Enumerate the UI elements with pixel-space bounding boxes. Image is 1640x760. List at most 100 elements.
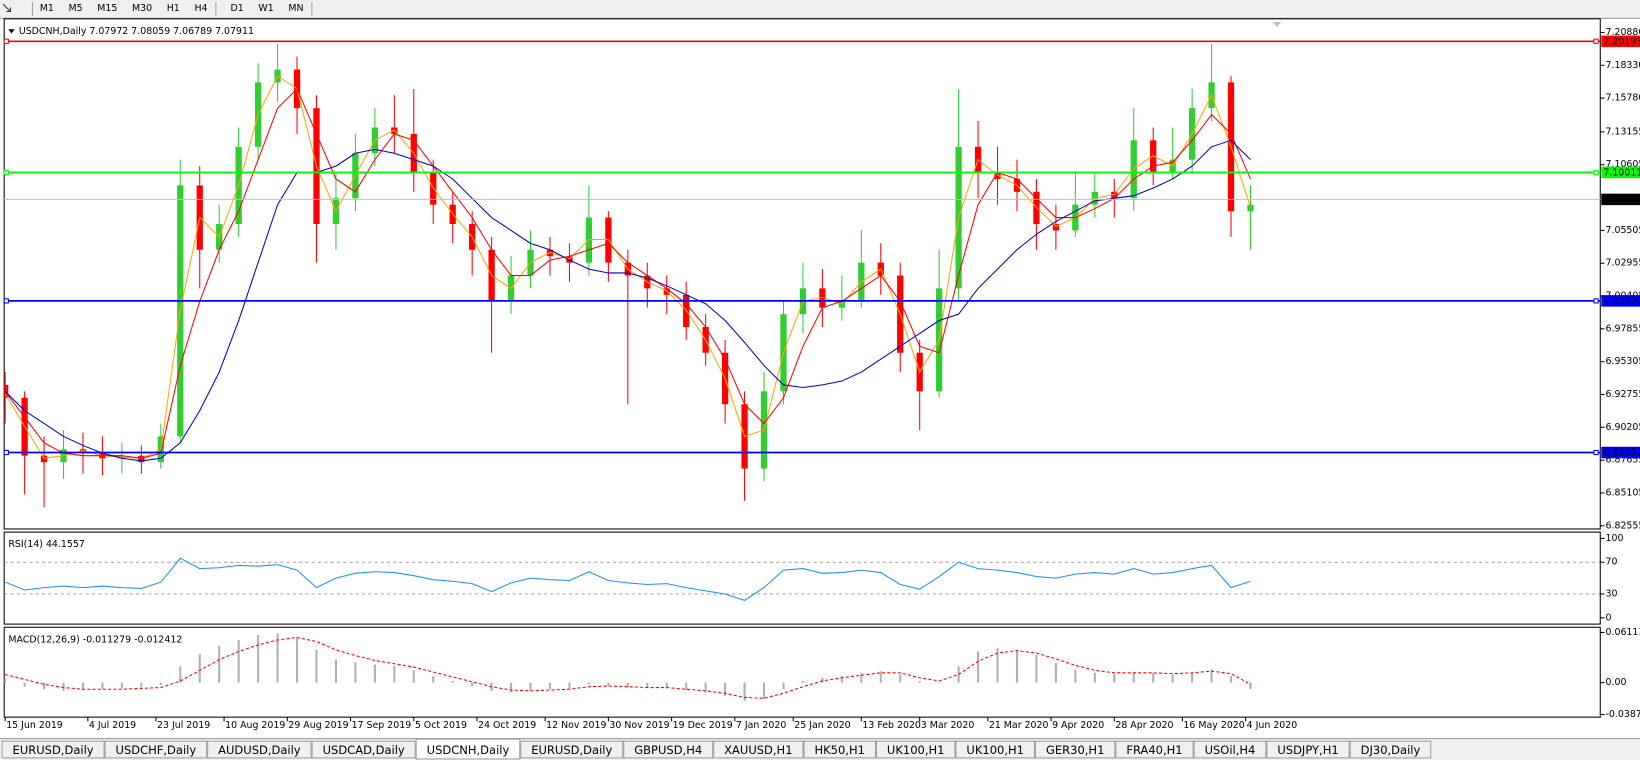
chart-tab-label[interactable]: DJ30,Daily	[1361, 743, 1421, 757]
chart-tab-label[interactable]: EURUSD,Daily	[531, 743, 612, 757]
x-tick-label: 17 Sep 2019	[352, 720, 412, 731]
candle-body	[138, 455, 145, 463]
chart-tab-label[interactable]: USDCHF,Daily	[116, 743, 197, 757]
x-tick-label: 12 Nov 2019	[546, 720, 606, 731]
chart-tab-label[interactable]: USDJPY,H1	[1277, 743, 1338, 757]
chart-tab[interactable]	[311, 740, 416, 759]
histogram-bar	[1171, 674, 1174, 683]
chart-tab-label[interactable]: UK100,H1	[887, 743, 945, 757]
chart-tab[interactable]	[1349, 740, 1432, 759]
histogram-bar	[607, 682, 610, 686]
timeframe-button[interactable]: D1	[231, 3, 244, 14]
timeframe-button[interactable]: M5	[69, 3, 83, 14]
chart-tab[interactable]	[415, 738, 521, 760]
chart-tab-label[interactable]: GER30,H1	[1046, 743, 1104, 757]
timeframe-button[interactable]: M1	[40, 3, 54, 14]
level-handle	[3, 169, 9, 175]
chart-tab-label[interactable]: USDCAD,Daily	[323, 743, 405, 757]
chart-tab[interactable]	[955, 740, 1035, 759]
y-tick-label: 7.18330	[1605, 60, 1640, 71]
histogram-bar	[1035, 654, 1038, 683]
candle-body	[40, 455, 48, 463]
level-handle	[1593, 169, 1599, 175]
candle-body	[79, 449, 87, 454]
chart-tab[interactable]	[623, 740, 714, 759]
indicator-line	[4, 139, 1251, 462]
level-handle	[3, 449, 9, 456]
histogram-bar	[218, 645, 221, 683]
chart-tab[interactable]	[875, 740, 956, 759]
chart-tab-label[interactable]: FRA40,H1	[1126, 743, 1182, 757]
timeframe-button[interactable]: MN	[288, 3, 303, 14]
timeframe-button[interactable]: H4	[194, 3, 207, 14]
chart-tab[interactable]	[1266, 740, 1350, 759]
histogram-bar	[1249, 682, 1252, 690]
chart-tab[interactable]	[520, 740, 624, 759]
chart-tab[interactable]	[1115, 740, 1194, 759]
x-tick-label: 21 Mar 2020	[989, 720, 1049, 731]
histogram-bar	[159, 682, 162, 686]
timeframe-button[interactable]: W1	[258, 3, 273, 14]
x-tick-label: 24 Oct 2019	[478, 720, 536, 731]
x-tick-label: 19 Dec 2019	[673, 720, 733, 731]
indicator-line	[4, 75, 1251, 459]
chart-tab[interactable]	[1034, 740, 1116, 759]
pane-title: RSI(14) 44.1557	[8, 539, 85, 550]
histogram-bar	[879, 671, 882, 683]
chart-tab[interactable]	[1, 740, 105, 759]
macd-pane-frame	[3, 626, 1601, 718]
chart-tab[interactable]	[1193, 740, 1267, 759]
level-handle	[1593, 449, 1599, 456]
price-label: 7.07911	[1603, 194, 1640, 205]
y-tick-label: 6.92755	[1605, 389, 1640, 400]
chart-tab[interactable]	[104, 740, 208, 759]
candle-body	[1247, 204, 1254, 212]
x-tick-label: 3 Mar 2020	[921, 720, 975, 731]
toolbar-cursor-icon[interactable]	[2, 3, 11, 13]
histogram-bar	[1015, 649, 1019, 683]
chart-tab[interactable]	[713, 740, 804, 759]
price-label-box	[1601, 166, 1640, 179]
chart-tab-label[interactable]: EURUSD,Daily	[13, 743, 94, 757]
histogram-bar	[393, 666, 396, 683]
chart-tab-label[interactable]: XAUUSD,H1	[724, 743, 792, 757]
histogram-bar	[373, 664, 376, 683]
timeframe-button[interactable]: M30	[132, 3, 152, 14]
rsi-pane-frame	[3, 531, 1601, 625]
histogram-bar	[412, 670, 415, 683]
x-tick-label: 29 Aug 2019	[288, 720, 348, 731]
histogram-bar	[334, 659, 337, 683]
price-label: 7.00029	[1603, 296, 1640, 307]
y-tick-label: 6.87655	[1605, 455, 1640, 466]
histogram-bar	[315, 649, 318, 683]
histogram-bar	[1132, 672, 1135, 683]
chart-tab-label[interactable]: GBPUSD,H4	[634, 743, 702, 757]
histogram-bar	[1093, 672, 1096, 683]
chart-tab[interactable]	[207, 740, 312, 759]
chart-tab-label[interactable]: AUDUSD,Daily	[218, 743, 301, 757]
timeframe-button[interactable]: H1	[167, 3, 180, 14]
y-tick-label: 7.13155	[1605, 126, 1640, 137]
y-tick-label: 0.00	[1605, 677, 1626, 688]
histogram-bar	[510, 682, 513, 693]
histogram-bar	[529, 682, 532, 691]
level-handle	[1593, 298, 1599, 304]
y-tick-label: 7.15780	[1605, 93, 1640, 104]
histogram-bar	[938, 682, 941, 684]
chart-tab-label[interactable]: USDCNH,Daily	[427, 743, 510, 757]
histogram-bar	[821, 677, 824, 683]
histogram-bar	[724, 682, 727, 696]
histogram-bar	[840, 676, 843, 683]
chart-tab-label[interactable]: UK100,H1	[966, 743, 1024, 757]
chart-tab-label[interactable]: HK50,H1	[815, 743, 865, 757]
histogram-bar	[451, 681, 454, 683]
chart-tab-label[interactable]: USOil,H4	[1205, 743, 1256, 757]
x-tick-label: 13 Feb 2020	[862, 720, 921, 731]
histogram-bar	[568, 682, 571, 689]
x-tick-label: 4 Jun 2020	[1247, 720, 1298, 731]
timeframe-button[interactable]: M15	[97, 3, 117, 14]
chart-tab[interactable]	[803, 740, 876, 759]
